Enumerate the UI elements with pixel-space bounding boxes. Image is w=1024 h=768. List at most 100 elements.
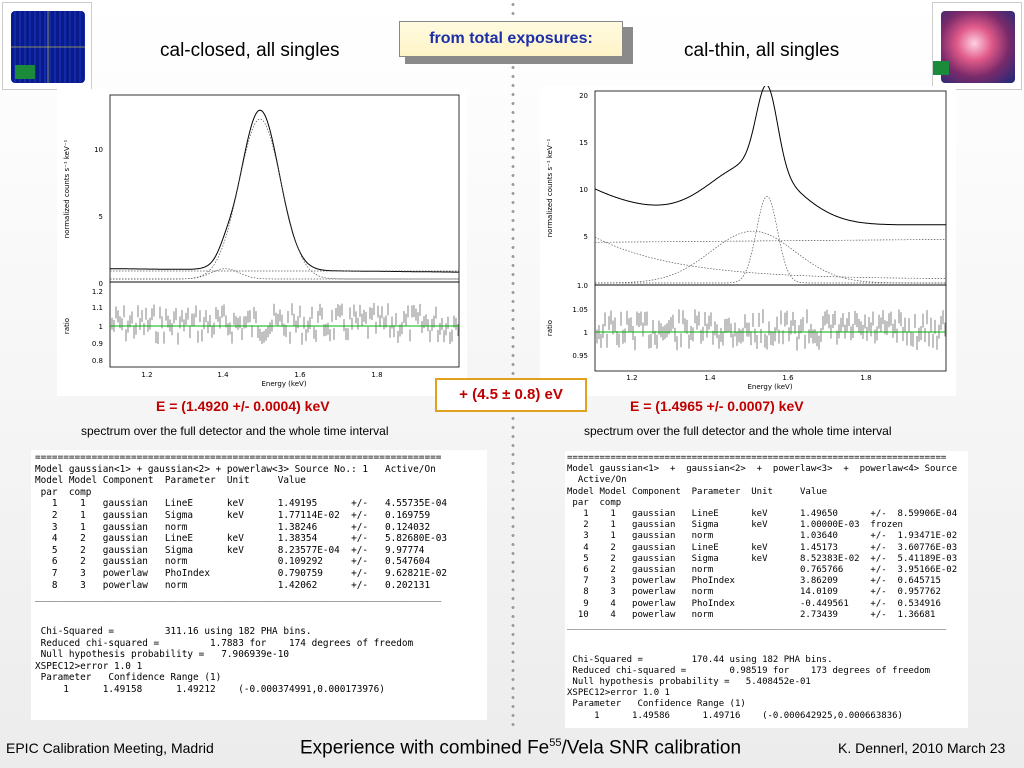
right-terminal-line: 8 3 powerlaw norm 14.0109 +/- 0.957762 [567,587,941,598]
left-ratio-points [111,303,459,345]
left-xtick-1.2: 1.2 [141,371,152,379]
left-ylabel-top: normalized counts s⁻¹ keV⁻¹ [63,140,71,239]
left-terminal-line: 1 1.49158 1.49212 (-0.000374991,0.000173… [35,683,385,695]
left-terminal-line: 8 3 powerlaw norm 1.42062 +/- 0.202131 [35,579,431,591]
right-terminal-line: 3 1 gaussian norm 1.03640 +/- 1.93471E-0… [567,531,958,542]
left-terminal-line: Parameter Confidence Range (1) [35,672,222,684]
left-spectrum-svg: 10 5 0 1.2 1.1 1 0.9 0.8 1.2 1.4 1.6 1.8… [63,94,460,388]
right-ytick-10: 10 [579,186,588,194]
right-spectrum-svg: 20 15 10 5 1.0 1.05 1 0.95 1.2 1.4 1.6 1… [546,86,947,391]
right-ytick-5: 5 [584,233,588,241]
right-ytick-15: 15 [579,139,588,147]
right-powerlaw2-curve [595,239,946,243]
left-terminal-line: 7 3 powerlaw PhoIndex 0.790759 +/- 9.628… [35,567,448,579]
left-terminal-line: Chi-Squared = 311.16 using 182 PHA bins. [35,625,312,637]
right-terminal-line: Chi-Squared = 170.44 using 182 PHA bins. [567,654,833,665]
right-xlabel: Energy (keV) [747,383,792,391]
right-ratio-points [596,309,946,351]
right-terminal-line: 7 3 powerlaw PhoIndex 3.86209 +/- 0.6457… [567,576,941,587]
left-terminal-line: ________________________________________… [35,591,442,603]
footer-author-date: K. Dennerl, 2010 March 23 [838,740,1006,756]
left-spectrum-plot: 10 5 0 1.2 1.1 1 0.9 0.8 1.2 1.4 1.6 1.8… [57,89,467,396]
right-terminal-line: Model Model Component Parameter Unit Val… [567,486,828,497]
right-terminal-line: Model gaussian<1> + gaussian<2> + powerl… [567,464,958,475]
left-xtick-1.4: 1.4 [217,371,229,379]
left-ytick-5: 5 [99,213,103,221]
left-terminal-line: ========================================… [35,452,442,463]
left-energy-result: E = (1.4920 +/- 0.0004) keV [156,398,330,414]
right-terminal-line: 1 1.49586 1.49716 (-0.000642925,0.000663… [567,710,903,721]
right-terminal-line: Null hypothesis probability = 5.408452e-… [567,677,811,688]
callout-box: from total exposures: [399,21,623,57]
right-spectrum-plot: 20 15 10 5 1.0 1.05 1 0.95 1.2 1.4 1.6 1… [540,86,956,396]
detector-image-left [2,2,92,90]
left-panel-title: cal-closed, all singles [160,40,340,61]
left-terminal-line [35,614,487,626]
left-top-frame [109,94,460,283]
right-ratio-tick-1: 1 [584,329,588,337]
footer-title-sup: 55 [549,737,562,749]
left-ytick-0: 0 [99,280,103,288]
right-terminal-line: 1 1 gaussian LineE keV 1.49650 +/- 8.599… [567,509,958,520]
left-ratio-tick-1: 1 [99,323,103,331]
left-ratio-tick-1.2: 1.2 [92,288,103,296]
right-terminal-line: Parameter Confidence Range (1) [567,699,746,710]
right-terminal-line: 10 4 powerlaw norm 2.73439 +/- 1.36681 [567,609,936,620]
right-ylabel-top: normalized counts s⁻¹ keV⁻¹ [546,139,554,238]
left-terminal-line: Reduced chi-squared = 1.7883 for 174 deg… [35,637,414,649]
left-ratio-tick-0.9: 0.9 [92,340,103,348]
right-xtick-1.6: 1.6 [782,374,794,382]
right-ytick-20: 20 [579,92,588,100]
left-terminal-line: 6 2 gaussian norm 0.109292 +/- 0.547604 [35,556,431,568]
left-terminal-line [35,603,487,615]
left-gauss2-curve [110,268,459,280]
left-xlabel: Energy (keV) [261,380,306,388]
right-terminal-line: par comp [567,497,622,508]
right-panel-title: cal-thin, all singles [684,40,840,61]
right-ytick-1.0: 1.0 [577,282,588,290]
right-terminal-line: 2 1 gaussian Sigma keV 1.00000E-03 froze… [567,520,903,531]
left-terminal-line: 3 1 gaussian norm 1.38246 +/- 0.124032 [35,521,431,533]
left-spectrum-curves [110,109,459,345]
left-top-yticks: 10 5 0 [94,146,103,288]
right-xtick-1.2: 1.2 [626,374,637,382]
right-terminal-line: 6 2 gaussian norm 0.765766 +/- 3.95166E-… [567,565,958,576]
left-terminal-line: XSPEC12>error 1.0 1 [35,660,143,672]
right-terminal-line: Active/On [567,475,627,486]
left-terminal-line: Model Model Component Parameter Unit Val… [35,475,306,487]
right-terminal-line: 4 2 gaussian LineE keV 1.45173 +/- 3.607… [567,542,958,553]
right-terminal-line: 9 4 powerlaw PhoIndex -0.449561 +/- 0.53… [567,598,941,609]
right-model-curve [594,86,946,226]
right-top-yticks: 20 15 10 5 1.0 [577,92,588,290]
right-powerlaw1-curve [594,236,946,279]
left-ylabel-bottom: ratio [63,318,71,334]
right-terminal-line: ========================================… [567,453,947,463]
left-terminal-line: Model gaussian<1> + gaussian<2> + powerl… [35,463,436,475]
left-terminal-line: par comp [35,486,92,498]
left-gauss1-curve [110,118,459,280]
right-xticks: 1.2 1.4 1.6 1.8 [626,374,871,382]
right-xtick-1.4: 1.4 [704,374,716,382]
left-ratio-tick-0.8: 0.8 [92,357,103,365]
left-ytick-10: 10 [94,146,103,154]
right-caption: spectrum over the full detector and the … [584,424,892,438]
right-terminal-line [567,632,968,643]
center-divider [511,0,515,728]
right-bottom-yticks: 1.05 1 0.95 [572,306,588,360]
left-xspec-output: ========================================… [31,450,487,720]
left-terminal-line: 5 2 gaussian Sigma keV 8.23577E-04 +/- 9… [35,544,425,556]
left-ratio-tick-1.1: 1.1 [92,304,103,312]
right-xspec-output: ========================================… [565,451,968,728]
left-terminal-line: 4 2 gaussian LineE keV 1.38354 +/- 5.826… [35,533,448,545]
right-xtick-1.8: 1.8 [860,374,871,382]
detector-image-right [932,2,1022,90]
left-terminal-line: 2 1 gaussian Sigma keV 1.77114E-02 +/- 0… [35,509,431,521]
right-ratio-tick-0.95: 0.95 [572,352,588,360]
right-terminal-line: ________________________________________… [567,621,947,632]
left-bottom-yticks: 1.2 1.1 1 0.9 0.8 [92,288,103,365]
right-spectrum-curves [594,86,946,351]
left-terminal-line: Null hypothesis probability = 7.906939e-… [35,649,289,661]
right-terminal-line: 5 2 gaussian Sigma keV 8.52383E-02 +/- 5… [567,553,958,564]
right-bottom-frame [594,284,947,372]
right-ylabel-bottom: ratio [546,320,554,336]
